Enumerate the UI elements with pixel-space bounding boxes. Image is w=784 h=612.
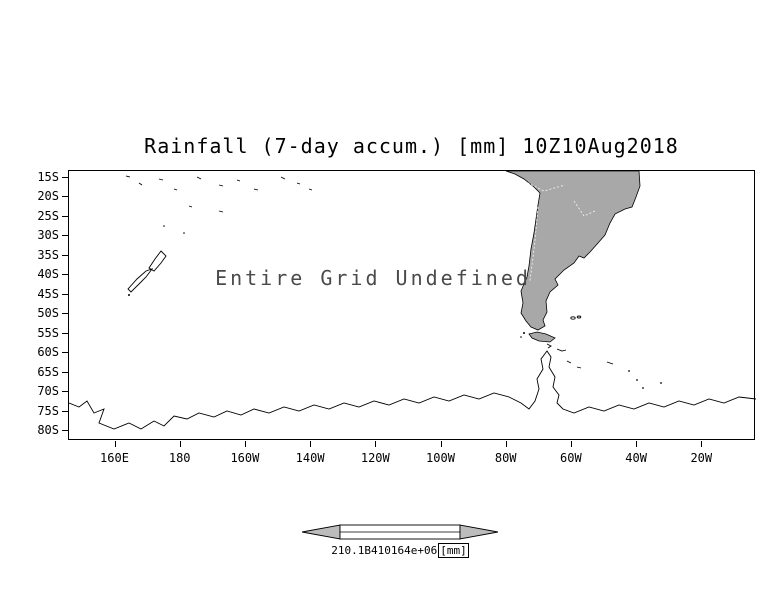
new-zealand: [127, 250, 167, 296]
south-georgia-island: [606, 361, 614, 365]
lat-tick-mark: [62, 254, 68, 256]
lat-tick-label: 60S: [37, 345, 59, 360]
lon-tick-label: 100W: [426, 451, 455, 465]
lon-tick-label: 160E: [100, 451, 129, 465]
lat-tick-mark: [62, 430, 68, 432]
colorbar-left-arrow: [302, 524, 341, 540]
lat-tick-mark: [62, 196, 68, 198]
lon-tick-mark: [636, 441, 638, 447]
antarctica-coastline: [69, 350, 756, 430]
colorbar-right-arrow: [459, 524, 498, 540]
pacific-islands: [125, 175, 313, 234]
lat-tick-label: 55S: [37, 325, 59, 340]
lat-tick-mark: [62, 176, 68, 178]
new-zealand-north-island: [148, 250, 167, 272]
south-america-landmass: [505, 171, 641, 331]
lon-tick-label: 140W: [295, 451, 325, 465]
lat-tick-mark: [62, 352, 68, 354]
lat-tick-mark: [62, 215, 68, 217]
map-canvas: [69, 171, 756, 430]
colorbar-label-row: 210.1B410164e+06 [mm]: [68, 543, 732, 558]
lat-tick-label: 50S: [37, 306, 59, 321]
lon-tick-mark: [244, 441, 246, 447]
falkland-islands: [576, 315, 582, 319]
lon-tick-mark: [440, 441, 442, 447]
lat-tick-label: 35S: [37, 247, 59, 262]
lon-tick-mark: [505, 441, 507, 447]
lat-tick-label: 45S: [37, 286, 59, 301]
lon-tick-label: 60W: [560, 451, 582, 465]
new-zealand-south-island: [127, 268, 154, 293]
country-border: [523, 180, 566, 192]
map-plot-area: [68, 170, 756, 440]
lat-tick-label: 70S: [37, 384, 59, 399]
cape-horn-islands: [546, 343, 552, 349]
south-america: [505, 171, 641, 349]
colorbar-tick-text: 210.1B410164e+06: [331, 544, 438, 557]
lon-tick-label: 40W: [625, 451, 647, 465]
lon-tick-label: 20W: [690, 451, 713, 465]
lat-tick-mark: [62, 274, 68, 276]
lon-tick-label: 80W: [494, 451, 517, 465]
lon-tick-label: 180: [168, 451, 191, 465]
country-border: [529, 206, 539, 282]
lat-tick-label: 40S: [37, 267, 59, 282]
lat-tick-label: 75S: [37, 403, 59, 418]
plot-title: Rainfall (7-day accum.) [mm] 10Z10Aug201…: [144, 134, 679, 158]
colorbar: [302, 524, 498, 540]
lat-tick-label: 30S: [37, 228, 59, 243]
lat-tick-mark: [62, 332, 68, 334]
colorbar-unit-label: [mm]: [438, 543, 469, 558]
lat-tick-mark: [62, 410, 68, 412]
lat-tick-mark: [62, 391, 68, 393]
antarctica: [69, 348, 756, 430]
lat-tick-label: 20S: [37, 189, 59, 204]
lat-tick-mark: [62, 293, 68, 295]
south-shetland-islands: [556, 348, 567, 352]
falkland-islands: [570, 316, 576, 320]
lat-tick-mark: [62, 371, 68, 373]
stewart-island: [128, 294, 130, 296]
lon-tick-mark: [179, 441, 181, 447]
lon-tick-label: 120W: [360, 451, 390, 465]
lon-tick-mark: [701, 441, 703, 447]
lon-tick-mark: [114, 441, 116, 447]
undefined-grid-annotation: Entire Grid Undefined: [215, 266, 531, 290]
lat-tick-label: 65S: [37, 364, 59, 379]
lat-tick-mark: [62, 313, 68, 315]
lat-tick-label: 25S: [37, 208, 59, 223]
lat-tick-mark: [62, 235, 68, 237]
lon-tick-mark: [570, 441, 572, 447]
lat-axis: 15S 20S 25S 30S 35S 40S 45S 50S 55S 60S 65S 70S 75S 8…: [0, 170, 68, 442]
lon-tick-label: 160W: [230, 451, 260, 465]
tierra-del-fuego: [528, 331, 556, 343]
lat-tick-label: 80S: [37, 423, 59, 438]
lon-axis: 160E 180 160W 140W 120W 100W 80W 60W 40W 20W: [68, 440, 755, 470]
lat-tick-label: 15S: [37, 169, 59, 184]
lon-tick-mark: [310, 441, 312, 447]
lon-tick-mark: [375, 441, 377, 447]
